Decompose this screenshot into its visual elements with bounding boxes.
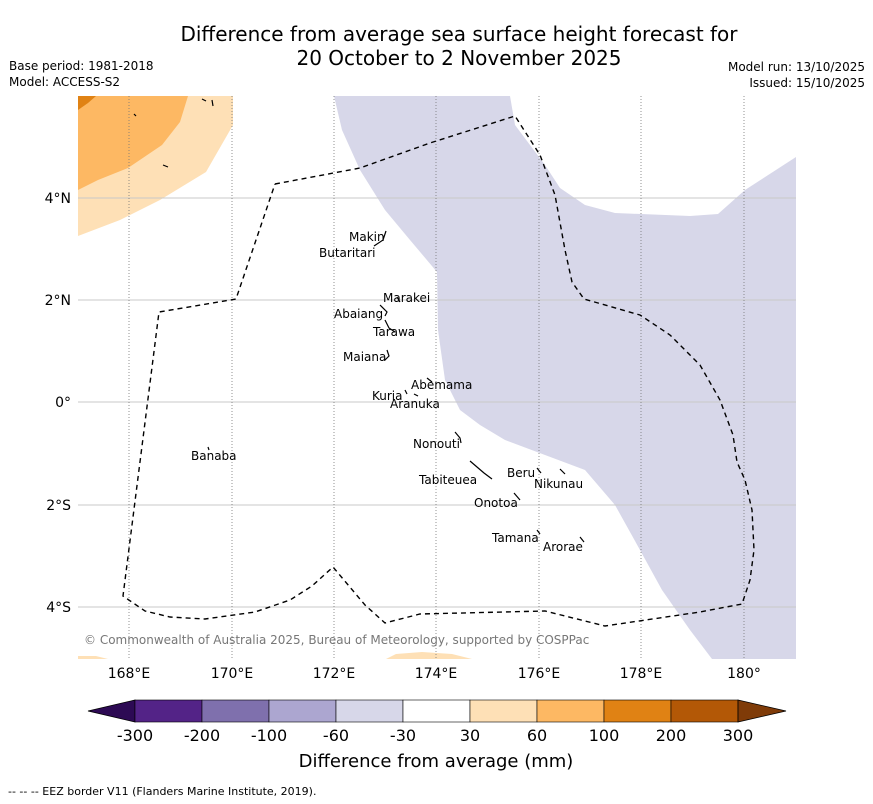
colorbar-tick-label: 200	[656, 726, 687, 745]
colorbar-tick-label: -300	[117, 726, 153, 745]
island-label: Nikunau	[534, 477, 583, 491]
colorbar-tick-label: 60	[527, 726, 547, 745]
colorbar-extend-high	[737, 699, 787, 723]
lat-tick-label: 4°S	[46, 600, 71, 616]
colorbar-tick-label: 30	[460, 726, 480, 745]
colorbar-tick-label: -60	[323, 726, 349, 745]
anomaly-patch-bottom	[386, 652, 472, 659]
lon-tick-label: 168°E	[108, 666, 151, 682]
colorbar-segment	[469, 699, 538, 723]
map-contents	[78, 96, 796, 659]
island-labels: Makin Butaritari Marakei Abaiang Tarawa …	[191, 230, 583, 554]
colorbar-segment	[201, 699, 270, 723]
longitude-gridlines	[128, 96, 745, 659]
island-label: Abaiang	[334, 307, 383, 321]
colorbar-segment	[335, 699, 404, 723]
colorbar-segment	[402, 699, 471, 723]
meta-left: Base period: 1981-2018 Model: ACCESS-S2	[9, 58, 154, 90]
colorbar-tick-label: -200	[184, 726, 220, 745]
colorbar-segment	[603, 699, 672, 723]
island-label: Makin	[349, 230, 385, 244]
island-label: Onotoa	[474, 496, 518, 510]
anomaly-region-negative	[334, 96, 796, 659]
colorbar-segment	[536, 699, 605, 723]
colorbar-tick-label: -30	[390, 726, 416, 745]
title-line-1: Difference from average sea surface heig…	[180, 22, 738, 46]
lon-tick-label: 170°E	[211, 666, 254, 682]
model-run: Model run: 13/10/2025	[727, 60, 865, 74]
meta-right: Model run: 13/10/2025 Issued: 15/10/2025	[728, 59, 865, 91]
island-label: Marakei	[383, 291, 430, 305]
colorbar-tick-label: 300	[723, 726, 754, 745]
lon-tick-label: 178°E	[620, 666, 663, 682]
colorbar-segment	[134, 699, 203, 723]
lon-tick-label: 172°E	[313, 666, 356, 682]
island-label: Maiana	[343, 350, 386, 364]
anomaly-region-60-100	[78, 96, 188, 190]
issued-date: Issued: 15/10/2025	[749, 76, 865, 90]
lon-tick-label: 180°	[727, 666, 761, 682]
anomaly-patch-bottom-left	[78, 656, 108, 659]
eez-border	[122, 115, 755, 627]
colorbar	[87, 699, 787, 723]
lat-tick-label: 4°N	[45, 191, 71, 207]
colorbar-segment	[670, 699, 739, 723]
lat-tick-label: 2°N	[45, 293, 71, 309]
chart-title: Difference from average sea surface heig…	[0, 22, 873, 70]
latitude-axis: 4°N 2°N 0° 2°S 4°S	[45, 191, 72, 616]
island-label: Butaritari	[319, 246, 376, 260]
island-label: Tabiteuea	[418, 473, 477, 487]
island-label: Abemama	[411, 378, 472, 392]
colorbar-tick-label: 100	[589, 726, 620, 745]
title-line-2: 20 October to 2 November 2025	[296, 46, 622, 70]
copyright-notice: © Commonwealth of Australia 2025, Bureau…	[84, 633, 589, 647]
colorbar-tick-label: -100	[251, 726, 287, 745]
island-label: Aranuka	[390, 397, 440, 411]
colorbar-extend-low	[87, 699, 136, 723]
island-label: Tarawa	[372, 325, 415, 339]
colorbar-ticks: -300 -200 -100 -60 -30 30 60 100 200 300	[117, 726, 753, 745]
lat-tick-label: 2°S	[46, 498, 71, 514]
island-label: Beru	[507, 466, 535, 480]
latitude-gridlines	[78, 197, 796, 608]
lon-tick-label: 174°E	[415, 666, 458, 682]
island-label: Kuria	[372, 389, 403, 403]
island-label: Banaba	[191, 449, 237, 463]
island-label: Tamana	[491, 531, 539, 545]
island-label: Arorae	[543, 540, 583, 554]
island-outlines	[133, 98, 585, 543]
colorbar-segment	[268, 699, 337, 723]
model-name: Model: ACCESS-S2	[9, 75, 121, 89]
island-label: Nonouti	[413, 437, 460, 451]
lat-tick-label: 0°	[55, 395, 71, 411]
longitude-axis: 168°E 170°E 172°E 174°E 176°E 178°E 180°	[108, 666, 761, 682]
footer-note: -- -- -- EEZ border V11 (Flanders Marine…	[8, 785, 317, 798]
lon-tick-label: 176°E	[518, 666, 561, 682]
colorbar-label: Difference from average (mm)	[299, 751, 574, 772]
base-period: Base period: 1981-2018	[9, 59, 154, 73]
anomaly-region-100-200	[78, 96, 96, 110]
